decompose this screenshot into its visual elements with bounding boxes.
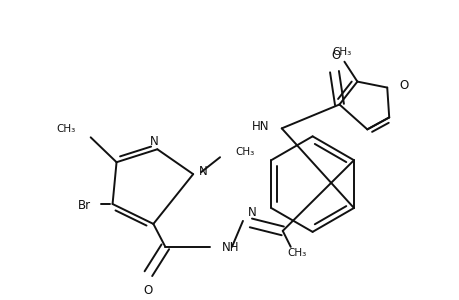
Text: CH₃: CH₃ [56,124,76,134]
Text: N: N [199,165,207,178]
Text: HN: HN [252,120,269,133]
Text: O: O [331,49,341,62]
Text: NH: NH [222,241,239,254]
Text: CH₃: CH₃ [287,248,306,258]
Text: N: N [247,206,256,220]
Text: O: O [144,284,153,297]
Text: CH₃: CH₃ [332,47,351,57]
Text: O: O [398,79,408,92]
Text: CH₃: CH₃ [235,147,254,157]
Text: N: N [150,135,158,148]
Text: Br: Br [78,199,90,212]
